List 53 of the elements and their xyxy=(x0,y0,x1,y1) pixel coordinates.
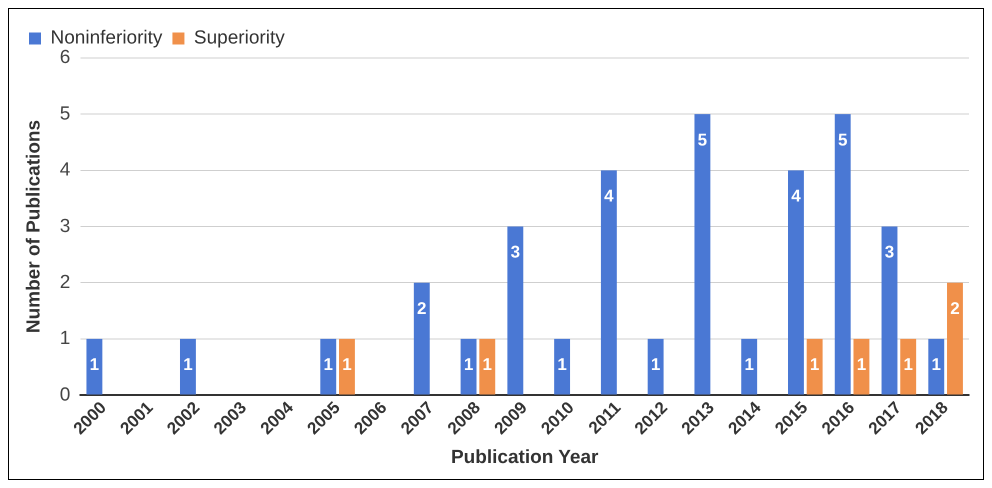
data-label: 4 xyxy=(604,186,614,206)
bar xyxy=(741,338,758,395)
bar xyxy=(694,114,710,395)
data-label: 5 xyxy=(838,130,848,150)
bar xyxy=(554,338,570,395)
y-tick-label: 4 xyxy=(60,160,71,181)
data-label: 2 xyxy=(950,298,960,318)
bar xyxy=(414,282,430,395)
data-label: 1 xyxy=(810,355,820,374)
bar xyxy=(928,338,944,395)
x-axis-title: Publication Year xyxy=(450,446,600,468)
bar xyxy=(86,338,102,395)
legend-label: Superiority xyxy=(194,28,286,49)
bar xyxy=(460,338,477,395)
data-label: 2 xyxy=(417,298,427,318)
data-label: 1 xyxy=(903,355,913,374)
data-label: 4 xyxy=(791,186,802,206)
data-label: 1 xyxy=(557,355,567,374)
bar xyxy=(339,338,355,395)
bar xyxy=(806,338,823,395)
y-tick-label: 1 xyxy=(60,328,70,350)
data-label: 1 xyxy=(482,355,492,374)
bar xyxy=(479,338,496,395)
data-label: 1 xyxy=(932,355,941,374)
data-label: 1 xyxy=(183,355,193,374)
data-label: 1 xyxy=(650,355,660,374)
bar xyxy=(600,170,617,395)
legend-label: Noninferiority xyxy=(50,28,163,49)
y-axis-title: Number of Publications xyxy=(24,120,45,334)
data-label: 3 xyxy=(510,242,520,262)
y-tick-label: 6 xyxy=(60,47,70,68)
data-label: 1 xyxy=(342,355,352,374)
bar xyxy=(180,338,196,395)
data-label: 1 xyxy=(90,355,100,374)
y-tick-label: 0 xyxy=(60,384,70,406)
y-tick-label: 5 xyxy=(60,103,70,124)
y-tick-label: 3 xyxy=(60,216,70,237)
bar xyxy=(320,338,336,395)
bar xyxy=(834,114,851,395)
bar xyxy=(507,226,524,395)
bar xyxy=(648,338,664,395)
data-label: 1 xyxy=(744,355,754,374)
data-label: 1 xyxy=(324,355,333,374)
bar xyxy=(947,282,963,395)
bar xyxy=(788,170,804,395)
y-tick-label: 2 xyxy=(60,272,70,293)
data-label: 5 xyxy=(698,130,708,150)
bar xyxy=(900,338,916,395)
data-label: 1 xyxy=(464,355,474,374)
data-label: 3 xyxy=(884,242,894,262)
data-label: 1 xyxy=(856,355,866,374)
bar xyxy=(853,338,870,395)
bar xyxy=(882,226,898,395)
